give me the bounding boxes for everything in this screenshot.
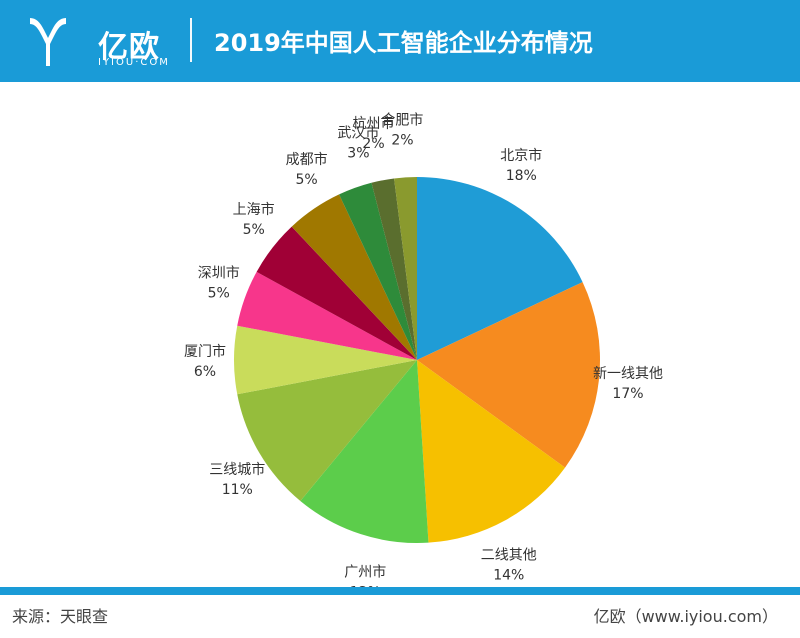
slice-label-1: 新一线其他	[593, 366, 663, 382]
slice-percent-9: 3%	[347, 146, 369, 162]
pie-slice-7	[256, 226, 417, 360]
pie-chart: 北京市18%新一线其他17%二线其他14%广州市12%三线城市11%厦门市6%深…	[184, 111, 663, 600]
slice-label-10: 杭州市	[353, 115, 395, 132]
slice-label-6: 深圳市	[198, 264, 240, 281]
slice-percent-7: 5%	[243, 222, 265, 238]
slice-label-11: 合肥市	[381, 111, 423, 128]
slice-label-0: 北京市	[500, 147, 542, 164]
slice-label-8: 成都市	[286, 151, 328, 168]
slice-percent-11: 2%	[391, 132, 413, 148]
brand-logo: 亿欧 IYIOU·COM	[28, 10, 178, 72]
slice-percent-6: 5%	[208, 285, 230, 301]
slice-percent-0: 18%	[506, 168, 537, 184]
slice-label-7: 上海市	[233, 201, 275, 218]
slice-label-3: 广州市	[344, 564, 386, 581]
slice-percent-10: 2%	[362, 136, 384, 152]
logo-y-icon	[30, 18, 66, 66]
header-divider	[190, 18, 192, 62]
source-note: 来源：天眼查	[12, 607, 109, 626]
footer-divider	[0, 587, 800, 595]
pie-slice-3	[300, 360, 429, 543]
pie-slice-4	[237, 360, 417, 502]
pie-slice-9	[339, 182, 417, 360]
slice-label-5: 厦门市	[184, 343, 226, 360]
slice-label-2: 二线其他	[481, 547, 537, 563]
header-bar: 亿欧 IYIOU·COM 2019年中国人工智能企业分布情况	[0, 0, 800, 82]
slice-label-4: 三线城市	[209, 461, 265, 478]
pie-slice-2	[417, 360, 566, 543]
pie-slice-10	[371, 178, 417, 360]
pie-chart-area: 北京市18%新一线其他17%二线其他14%广州市12%三线城市11%厦门市6%深…	[0, 82, 800, 600]
slice-percent-2: 14%	[493, 567, 524, 583]
page-title: 2019年中国人工智能企业分布情况	[214, 29, 593, 57]
pie-slice-5	[234, 325, 417, 395]
logo-subtitle: IYIOU·COM	[98, 57, 170, 68]
slice-percent-4: 11%	[222, 482, 253, 498]
pie-slice-11	[394, 177, 417, 360]
pie-slice-8	[291, 194, 417, 360]
slice-label-9: 武汉市	[337, 125, 379, 142]
logo-name: 亿欧	[98, 30, 160, 65]
pie-slice-0	[417, 177, 583, 360]
pie-slice-1	[417, 282, 600, 468]
slice-percent-5: 6%	[194, 364, 216, 380]
slice-percent-1: 17%	[612, 386, 643, 402]
credit-note: 亿欧（www.iyiou.com）	[593, 607, 778, 626]
slice-percent-8: 5%	[295, 172, 317, 188]
pie-slice-6	[237, 271, 417, 360]
